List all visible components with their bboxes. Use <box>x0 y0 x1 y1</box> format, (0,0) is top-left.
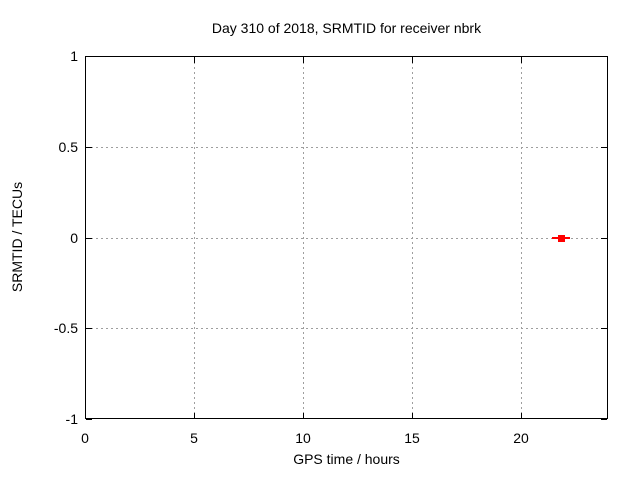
x-tick-label: 0 <box>81 430 89 446</box>
x-tick-top <box>521 57 522 63</box>
plot-area <box>85 56 608 419</box>
y-tick-left <box>86 147 92 148</box>
y-grid-line <box>86 147 607 148</box>
x-tick-bottom <box>303 413 304 419</box>
y-tick-label: -1 <box>65 411 78 427</box>
y-axis-title: SRMTID / TECUs <box>9 181 25 293</box>
y-tick-right <box>601 238 607 239</box>
x-tick-bottom <box>521 413 522 419</box>
x-tick-label: 5 <box>190 430 198 446</box>
x-grid-line <box>412 57 413 418</box>
data-point-marker <box>558 235 565 242</box>
x-tick-label: 15 <box>404 430 420 446</box>
y-tick-right <box>601 419 607 420</box>
x-axis-title: GPS time / hours <box>293 451 400 467</box>
x-tick-bottom <box>412 413 413 419</box>
x-tick-top <box>303 57 304 63</box>
chart-title: Day 310 of 2018, SRMTID for receiver nbr… <box>211 20 482 36</box>
y-tick-label: -0.5 <box>53 320 78 336</box>
y-grid-line <box>86 328 607 329</box>
y-tick-right <box>601 328 607 329</box>
y-tick-left <box>86 238 92 239</box>
y-tick-right <box>601 147 607 148</box>
x-tick-bottom <box>194 413 195 419</box>
x-grid-line <box>521 57 522 418</box>
x-tick-label: 20 <box>513 430 529 446</box>
x-tick-label: 10 <box>295 430 311 446</box>
y-tick-label: 0.5 <box>58 139 78 155</box>
y-tick-label: 1 <box>70 48 78 64</box>
y-tick-left <box>86 419 92 420</box>
x-grid-line <box>303 57 304 418</box>
x-tick-top <box>194 57 195 63</box>
y-tick-label: 0 <box>70 230 78 246</box>
y-grid-line <box>86 238 607 239</box>
x-grid-line <box>194 57 195 418</box>
x-tick-top <box>412 57 413 63</box>
y-tick-left <box>86 328 92 329</box>
